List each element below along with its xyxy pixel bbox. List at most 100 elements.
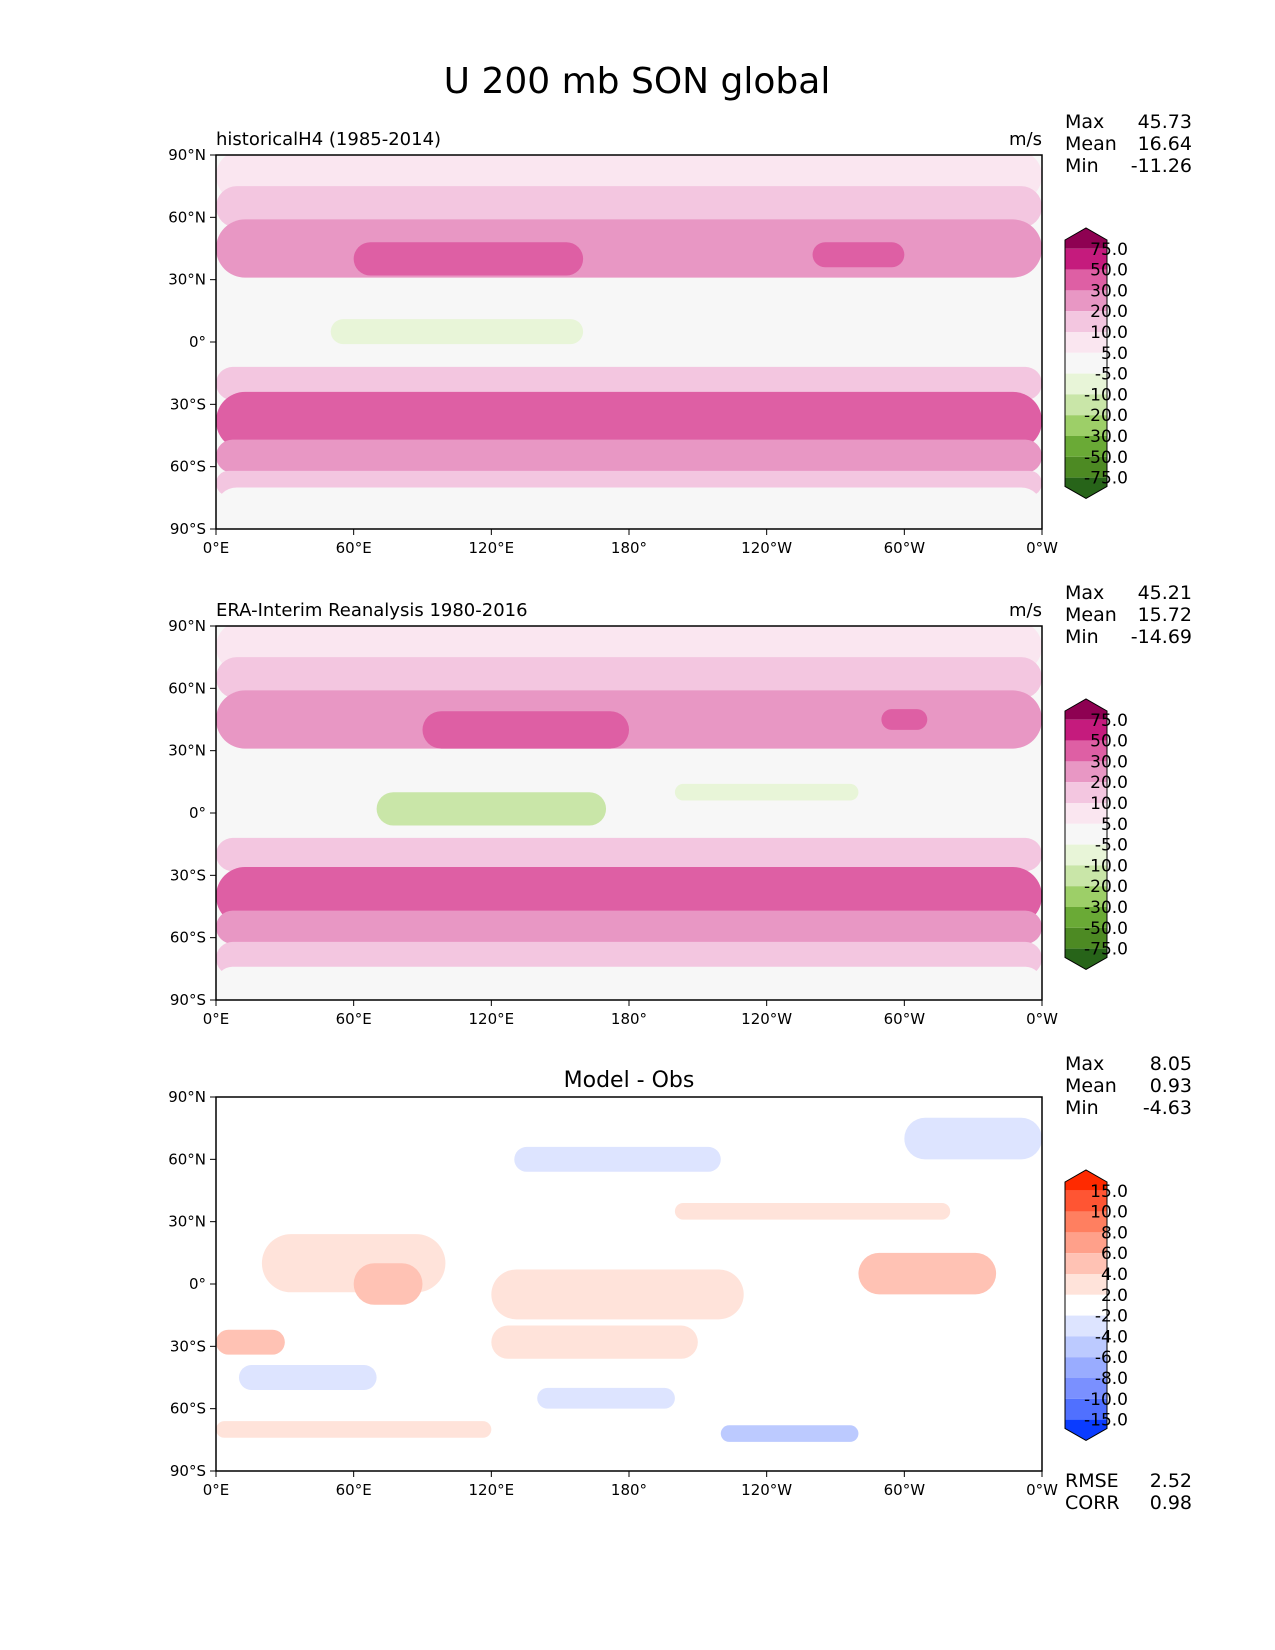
y-tick-label: 60°S: [170, 1400, 206, 1418]
colorbar-outline: [1064, 1169, 1108, 1441]
x-tick-label: 120°E: [469, 539, 515, 557]
y-tick-label: 90°N: [168, 617, 206, 635]
colorbar-level: -30.0: [1084, 427, 1128, 447]
stat-value: -4.63: [1143, 1097, 1192, 1119]
stat-value: 8.05: [1150, 1053, 1192, 1075]
field-band: [216, 1421, 492, 1438]
colorbar-swatch: [1065, 927, 1107, 949]
colorbar-swatch: [1065, 1398, 1107, 1420]
colorbar-extend-top: [1065, 1170, 1107, 1191]
colorbar-swatch: [1065, 740, 1107, 762]
field-band: [376, 792, 607, 826]
field-band: [216, 186, 1042, 228]
colorbar-swatch: [1065, 719, 1107, 741]
colorbar-level: 50.0: [1090, 732, 1128, 752]
colorbar-level: -4.0: [1095, 1327, 1128, 1347]
panel-left-title: historicalH4 (1985-2014): [216, 129, 441, 150]
field-band: [904, 1117, 1042, 1160]
field-band: [674, 783, 859, 801]
colorbar-swatch: [1065, 373, 1107, 395]
colorbar-swatch: [1065, 761, 1107, 783]
panel-center-title: Model - Obs: [564, 1068, 695, 1093]
colorbar-swatch: [1065, 1315, 1107, 1337]
stat-value: 45.21: [1138, 582, 1192, 604]
panel-obs: ERA-Interim Reanalysis 1980-2016 m/s 0°E 60…: [168, 582, 1192, 1028]
field-band: [216, 657, 1042, 699]
stat-value: -14.69: [1131, 626, 1192, 648]
y-tick-label: 60°N: [168, 208, 206, 226]
colorbar-level: 6.0: [1101, 1244, 1128, 1264]
x-tick-label: 180°: [611, 1481, 647, 1499]
field-layer: [216, 626, 1042, 1000]
colorbar-level: 10.0: [1090, 1203, 1128, 1223]
stat-label: Mean: [1065, 604, 1117, 626]
stat-label: Min: [1065, 1097, 1099, 1119]
colorbar-swatch: [1065, 823, 1107, 845]
x-tick-label: 0°E: [203, 1481, 230, 1499]
colorbar-swatch: [1065, 1336, 1107, 1358]
field-band: [491, 1269, 744, 1320]
y-tick-label: 30°S: [170, 1337, 206, 1355]
colorbar-swatch: [1065, 1378, 1107, 1399]
x-tick-label: 60°W: [884, 1010, 926, 1028]
x-tick-label: 60°W: [884, 1481, 926, 1499]
colorbar-level: 5.0: [1101, 344, 1128, 364]
field-band: [881, 709, 928, 730]
panel-model: historicalH4 (1985-2014) m/s 0°E 60°E 120°E 1…: [168, 111, 1192, 557]
colorbar-swatch: [1065, 1357, 1107, 1378]
colorbar-level: -8.0: [1095, 1369, 1128, 1389]
colorbar-swatch: [1065, 782, 1107, 803]
field-band: [353, 242, 584, 276]
colorbar-level: 5.0: [1101, 815, 1128, 835]
colorbar-swatch: [1065, 1253, 1107, 1274]
x-tick-label: 60°E: [336, 1481, 372, 1499]
colorbar-extend-bottom: [1065, 477, 1107, 499]
y-tick-label: 30°S: [170, 866, 206, 884]
field-band: [216, 781, 1042, 824]
colorbar-level: -20.0: [1084, 877, 1128, 897]
colorbar-swatch: [1065, 269, 1107, 291]
colorbar-swatch: [1065, 332, 1107, 353]
colorbar-outline: [1064, 227, 1108, 499]
colorbar-swatch: [1065, 1232, 1107, 1254]
colorbar-extend-top: [1065, 699, 1107, 720]
metric-label: CORR: [1065, 1492, 1120, 1514]
colorbar-level: -50.0: [1084, 919, 1128, 939]
field-band: [353, 1263, 423, 1305]
colorbar-level: -6.0: [1095, 1348, 1128, 1368]
y-tick-label: 90°S: [170, 1462, 206, 1480]
field-band: [216, 690, 1042, 749]
colorbar-level: -5.0: [1095, 365, 1128, 385]
panel-units: m/s: [1009, 600, 1042, 621]
colorbar-level: 30.0: [1090, 752, 1128, 772]
field-layer: [216, 1117, 1042, 1442]
colorbar-level: 75.0: [1090, 711, 1128, 731]
colorbar-extend-bottom: [1065, 1419, 1107, 1441]
colorbar-level: 10.0: [1090, 794, 1128, 814]
colorbar: 75.050.030.020.010.05.0-5.0-10.0-20.0-30…: [1064, 227, 1128, 499]
colorbar-swatch: [1065, 248, 1107, 270]
field-band: [491, 1325, 698, 1359]
colorbar-swatch: [1065, 1190, 1107, 1212]
colorbar-swatch: [1065, 311, 1107, 332]
colorbar-level: -10.0: [1084, 856, 1128, 876]
y-tick-label: 0°: [189, 804, 206, 822]
field-band: [216, 439, 1042, 473]
colorbar-swatch: [1065, 415, 1107, 436]
x-tick-label: 60°W: [884, 539, 926, 557]
colorbar-outline: [1064, 698, 1108, 970]
field-band: [537, 1387, 675, 1409]
field-band: [812, 242, 905, 268]
y-tick-label: 60°S: [170, 458, 206, 476]
colorbar-swatch: [1065, 886, 1107, 907]
stat-label: Max: [1065, 111, 1104, 133]
colorbar-swatch: [1065, 865, 1107, 887]
field-band: [858, 1252, 997, 1295]
field-band: [514, 1146, 721, 1172]
colorbar-extend-bottom: [1065, 948, 1107, 970]
colorbar-level: -5.0: [1095, 836, 1128, 856]
field-band: [238, 1365, 377, 1390]
colorbar-level: -75.0: [1084, 940, 1128, 960]
y-tick-label: 90°N: [168, 1088, 206, 1106]
colorbar: 15.010.08.06.04.02.0-2.0-4.0-6.0-8.0-10.…: [1064, 1169, 1128, 1441]
